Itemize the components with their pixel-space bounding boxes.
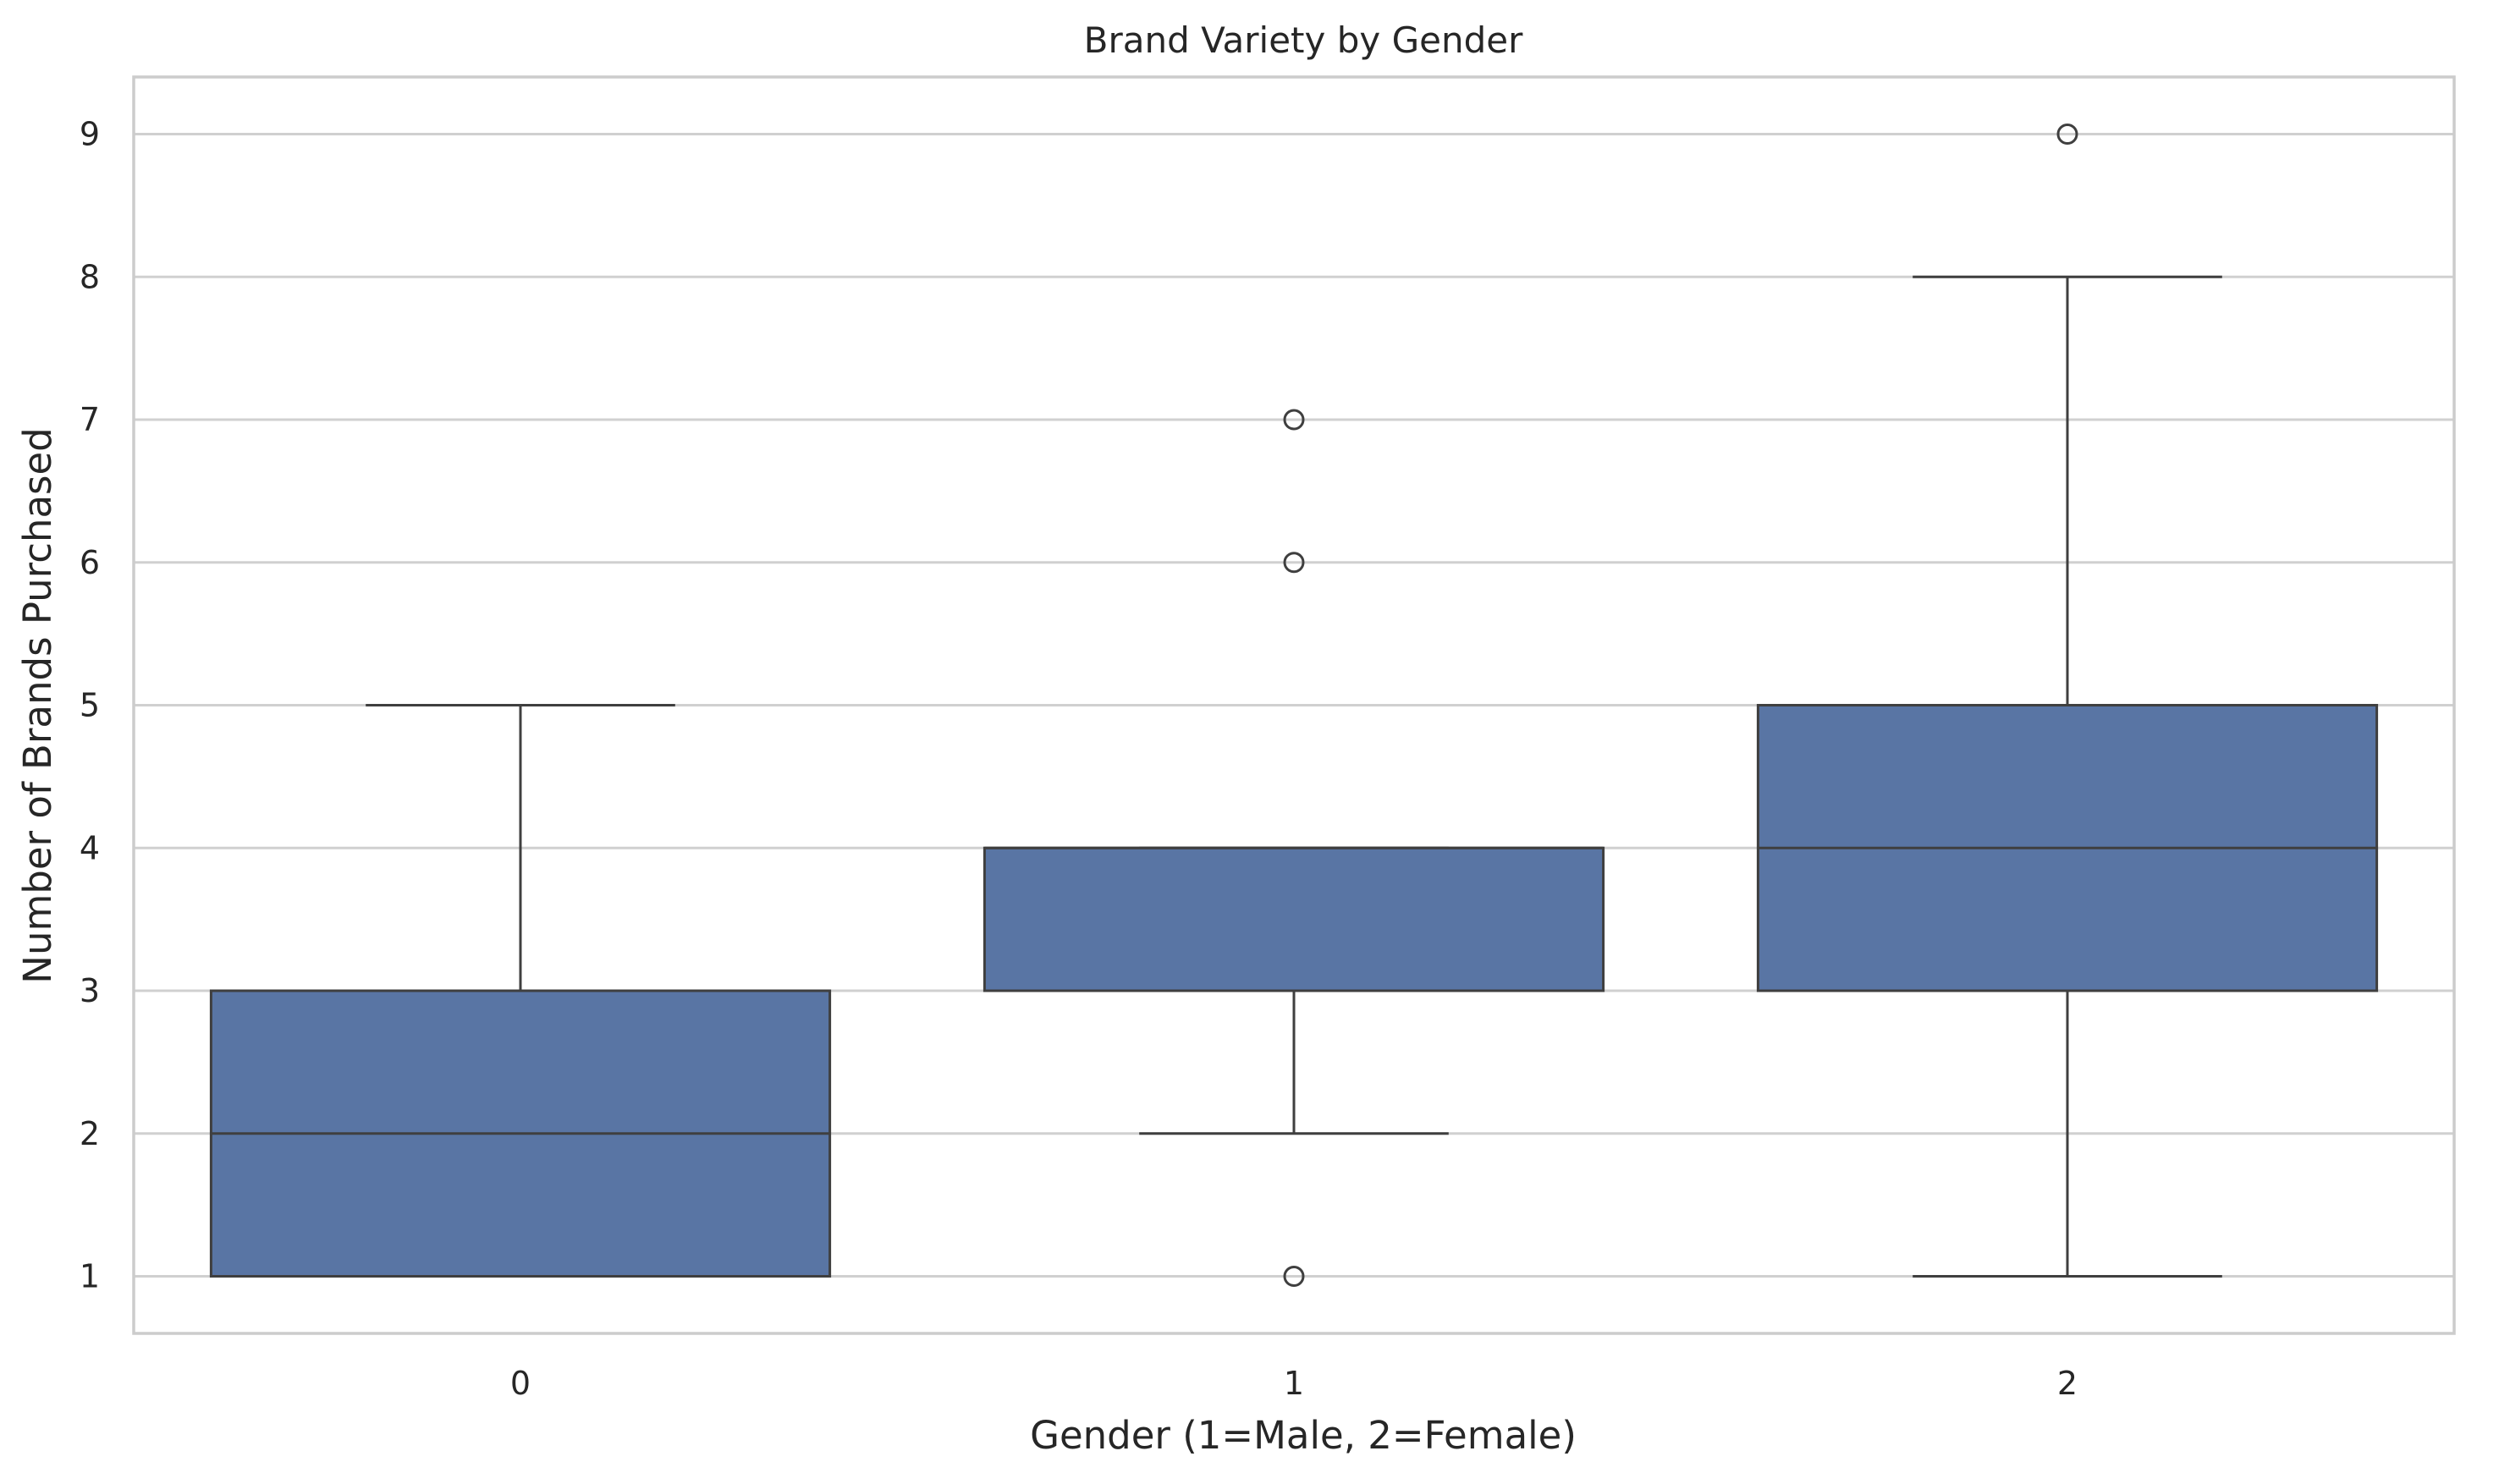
y-tick-label: 6 bbox=[80, 544, 100, 581]
y-tick-label: 5 bbox=[80, 687, 100, 724]
tick-layer: 1 2 3 4 5 6 7 8 9 0 1 2 bbox=[80, 116, 2078, 1403]
y-axis-label: Number of Brands Purchased bbox=[15, 427, 60, 983]
y-tick-label: 9 bbox=[80, 116, 100, 153]
y-tick-label: 4 bbox=[80, 829, 100, 866]
chart-title: Brand Variety by Gender bbox=[1084, 19, 1523, 61]
y-tick-label: 1 bbox=[80, 1258, 100, 1295]
plot-frame bbox=[132, 75, 2456, 1335]
outlier-point bbox=[1283, 1266, 1305, 1287]
iqr-box bbox=[983, 846, 1605, 992]
x-axis-label: Gender (1=Male, 2=Female) bbox=[1030, 1413, 1577, 1458]
y-tick-label: 7 bbox=[80, 401, 100, 438]
outlier-point bbox=[2056, 124, 2078, 145]
x-tick-label: 0 bbox=[510, 1365, 531, 1402]
y-tick-label: 8 bbox=[80, 258, 100, 295]
x-tick-label: 1 bbox=[1284, 1365, 1304, 1402]
box-layer bbox=[209, 124, 2379, 1287]
y-tick-label: 3 bbox=[80, 972, 100, 1009]
outlier-point bbox=[1283, 552, 1305, 574]
outlier-point bbox=[1283, 409, 1305, 431]
x-tick-label: 2 bbox=[2057, 1365, 2078, 1402]
y-tick-label: 2 bbox=[80, 1115, 100, 1152]
